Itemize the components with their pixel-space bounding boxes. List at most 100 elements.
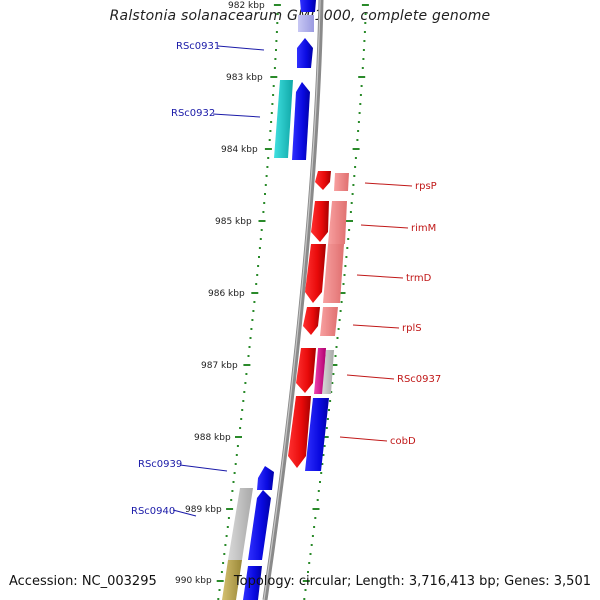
scale-dot-inner [241, 409, 244, 411]
gene-label-cobD[interactable]: cobD [390, 436, 416, 447]
scale-dot-inner [235, 436, 242, 438]
gene-label-RSc0931[interactable]: RSc0931 [176, 41, 220, 52]
gene-label-RSc0937[interactable]: RSc0937 [397, 374, 441, 385]
gene-label-rpsP[interactable]: rpsP [415, 181, 437, 192]
gene-label-RSc0940[interactable]: RSc0940 [131, 506, 175, 517]
kbp-label-983: 983 kbp [226, 73, 263, 83]
scale-dot-outer [313, 526, 316, 528]
scale-dot-inner [233, 472, 236, 474]
scale-dot-inner [272, 94, 275, 96]
scale-dot-inner [227, 517, 230, 519]
scale-dot-outer [364, 22, 367, 24]
scale-dot-outer [332, 373, 335, 375]
forward-strand-features [222, 0, 316, 600]
gene-label-rplS[interactable]: rplS [402, 323, 422, 334]
scale-dot-inner [273, 67, 276, 69]
homolog-box-rimM [328, 201, 347, 244]
scale-dot-inner [264, 193, 266, 195]
scale-dot-outer [329, 400, 332, 402]
scale-dot-outer [357, 121, 360, 123]
scale-dot-outer [321, 463, 324, 465]
scale-dot-outer [330, 364, 338, 366]
leader-line-RSc0931 [217, 45, 265, 51]
scale-dot-inner [273, 4, 281, 6]
scale-dot-inner [269, 130, 272, 132]
scale-dot-inner [270, 121, 273, 123]
gene-arrow-RSc0939[interactable] [257, 466, 274, 490]
scale-dot-outer [337, 328, 340, 330]
scale-dot-inner [275, 40, 278, 42]
scale-dot-outer [307, 571, 309, 573]
scale-dot-outer [323, 445, 326, 447]
gene-arrow-rplS[interactable] [303, 307, 320, 335]
scale-dot-outer [311, 535, 314, 537]
scale-dot-inner [276, 22, 279, 24]
gene-arrow-RSc0940[interactable] [248, 490, 271, 560]
scale-dot-inner [264, 184, 267, 186]
genome-backbone [262, 0, 324, 600]
scale-dot-outer [347, 238, 350, 240]
gene-arrow-rimM[interactable] [311, 201, 329, 242]
scale-dot-inner [218, 589, 221, 591]
scale-dot-outer [330, 391, 333, 393]
scale-dot-inner [247, 355, 250, 357]
cyan-feature-RSc0932[interactable] [274, 80, 293, 158]
scale-dot-outer [338, 292, 346, 294]
scale-dot-outer [356, 139, 359, 141]
scale-dot-inner [255, 283, 258, 285]
scale-dot-inner [234, 463, 237, 465]
grey-feature-RSc0940[interactable] [228, 488, 253, 560]
kbp-label-987: 987 kbp [201, 361, 238, 371]
leader-line-RSc0939 [179, 464, 228, 472]
scale-dot-inner [236, 445, 239, 447]
scale-dot-outer [361, 67, 364, 69]
scale-dot-inner [230, 499, 233, 501]
gene-arrow-top-partial[interactable] [300, 0, 316, 12]
gene-label-trmD[interactable]: trmD [406, 273, 432, 284]
scale-dot-inner [264, 148, 272, 150]
gene-label-RSc0932[interactable]: RSc0932 [171, 108, 215, 119]
scale-dot-outer [362, 49, 365, 51]
scale-dot-outer [363, 31, 366, 33]
scale-dot-inner [275, 49, 277, 51]
gene-arrow-RSc0932[interactable] [292, 82, 310, 160]
topology-text: Topology: circular; Length: 3,716,413 bp… [233, 574, 591, 589]
gene-arrow-rpsP[interactable] [315, 171, 331, 190]
scale-dot-outer [339, 310, 342, 312]
scale-dot-outer [322, 454, 325, 456]
scale-dot-outer [352, 148, 360, 150]
gene-arrow-trmD[interactable] [305, 244, 326, 303]
scale-dot-inner [226, 508, 234, 510]
accession-text: Accession: NC_003295 [9, 574, 157, 589]
gene-label-RSc0939[interactable]: RSc0939 [138, 459, 182, 470]
scale-dot-inner [226, 526, 229, 528]
scale-dot-outer [343, 274, 346, 276]
leader-line-rplS [352, 324, 400, 329]
scale-dot-outer [336, 337, 339, 339]
scale-dot-inner [266, 166, 269, 168]
gene-arrow-bottom-partial[interactable] [243, 566, 262, 600]
scale-dot-outer [316, 499, 319, 501]
scale-dot-inner [235, 454, 238, 456]
gene-arrow-RSc0931[interactable] [297, 38, 313, 68]
homolog-box-rpsP [334, 173, 349, 191]
scale-dot-inner [256, 274, 259, 276]
gene-label-rimM[interactable]: rimM [411, 223, 436, 234]
gene-arrow-RSc0937[interactable] [296, 348, 316, 393]
scale-dot-inner [242, 400, 245, 402]
homolog-box-cobD [305, 398, 329, 471]
reverse-gene-labels: rpsP rimM trmD rplS RSc0937 cobD [339, 181, 441, 447]
scale-dot-inner [232, 481, 235, 483]
homolog-box-rplS [320, 307, 338, 336]
scale-dot-inner [249, 337, 252, 339]
scale-dot-inner [250, 328, 253, 330]
grey-feature-RSc0937 [322, 350, 334, 394]
scale-dot-inner [270, 76, 278, 78]
scale-dot-inner [258, 247, 261, 249]
scale-dot-outer [335, 346, 338, 348]
gene-arrow-cobD[interactable] [288, 396, 311, 468]
scale-dot-outer [357, 130, 360, 132]
scale-dot-inner [271, 103, 274, 105]
scale-dot-inner [223, 553, 226, 555]
scale-dot-outer [346, 220, 353, 222]
